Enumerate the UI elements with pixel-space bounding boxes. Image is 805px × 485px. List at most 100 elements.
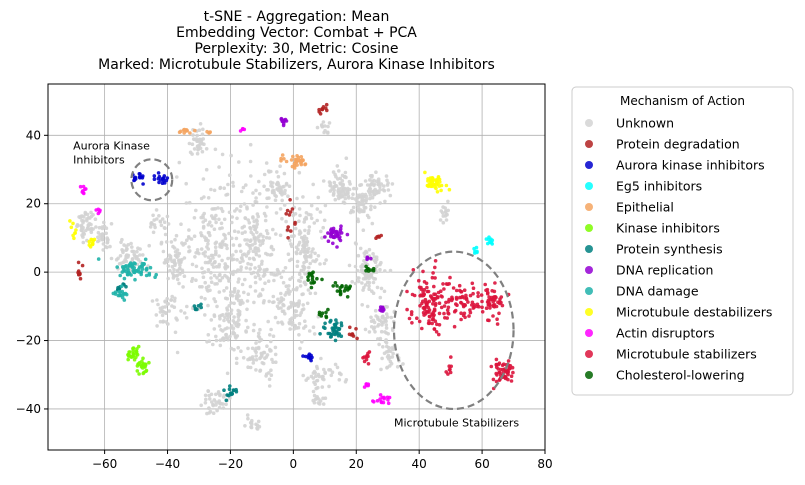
legend-marker [585, 266, 593, 274]
data-point [369, 256, 373, 261]
data-point [205, 411, 209, 416]
data-point [371, 266, 376, 271]
data-point [200, 132, 205, 137]
data-point [201, 127, 205, 132]
data-point [239, 268, 243, 272]
data-point [182, 311, 187, 315]
data-point [239, 265, 243, 269]
data-point [431, 298, 436, 303]
data-point [222, 217, 227, 222]
data-point [307, 352, 312, 357]
data-point [124, 254, 128, 258]
data-point [224, 402, 228, 407]
data-point [205, 340, 209, 344]
data-point [269, 368, 273, 373]
data-point [275, 170, 279, 174]
data-point [439, 188, 443, 193]
data-point [173, 237, 177, 242]
data-point [182, 256, 187, 260]
data-point [134, 350, 139, 354]
data-point [363, 273, 368, 278]
data-point [489, 364, 494, 369]
data-point [476, 294, 480, 299]
data-point [136, 362, 140, 366]
data-point [308, 291, 313, 296]
data-point [292, 162, 297, 166]
data-point [339, 372, 343, 377]
data-point [131, 348, 135, 353]
data-point [165, 214, 170, 219]
annotation-ellipse [392, 250, 515, 411]
data-point [301, 373, 306, 378]
data-point [484, 237, 489, 241]
data-point [229, 311, 233, 316]
data-point [356, 208, 361, 212]
data-point [222, 186, 226, 190]
data-point [214, 400, 218, 404]
data-point [298, 313, 302, 318]
data-point [202, 142, 206, 146]
data-point [444, 183, 449, 188]
data-point [136, 246, 140, 250]
data-point [333, 281, 338, 285]
data-point [369, 315, 373, 320]
data-point [509, 374, 514, 379]
data-point [272, 300, 276, 304]
data-point [252, 235, 257, 239]
data-point [355, 336, 359, 341]
data-point [177, 281, 181, 286]
data-point [366, 362, 371, 366]
data-point [303, 162, 308, 166]
data-point [365, 304, 370, 309]
data-point [307, 225, 312, 229]
data-point [170, 304, 174, 308]
data-point [288, 277, 292, 282]
data-point [388, 268, 393, 273]
data-point [321, 396, 325, 401]
data-point [495, 322, 500, 326]
data-point [367, 330, 372, 334]
data-point [192, 137, 197, 142]
data-point [258, 369, 262, 373]
data-point [253, 275, 258, 280]
data-point [391, 347, 396, 352]
data-point [124, 248, 128, 252]
data-point [227, 393, 231, 398]
data-point [189, 237, 194, 241]
data-point [220, 276, 225, 280]
data-point [439, 289, 443, 294]
data-point [377, 190, 381, 195]
data-point [249, 226, 253, 231]
data-point [494, 365, 499, 370]
data-point [375, 399, 380, 403]
data-point [184, 316, 189, 320]
data-point [291, 154, 295, 159]
data-point [386, 401, 391, 406]
data-point [323, 203, 328, 208]
data-point [122, 276, 127, 281]
data-point [265, 188, 269, 192]
data-point [217, 324, 222, 328]
data-point [448, 367, 452, 372]
data-point [373, 308, 378, 313]
data-point [132, 266, 136, 270]
data-point [385, 366, 389, 370]
data-point [336, 188, 340, 193]
data-point [280, 216, 284, 221]
data-point [267, 236, 272, 240]
data-point [369, 204, 373, 209]
data-point [486, 303, 491, 307]
data-point [139, 271, 143, 275]
data-point [379, 329, 384, 334]
data-point [381, 309, 385, 313]
data-point [374, 170, 378, 174]
data-point [274, 232, 278, 236]
data-point [284, 219, 288, 224]
data-point [480, 310, 485, 314]
data-point [265, 344, 269, 349]
data-point [217, 273, 222, 278]
data-point [280, 198, 285, 203]
data-point [269, 244, 274, 249]
data-point [317, 110, 322, 114]
data-point [415, 316, 419, 321]
